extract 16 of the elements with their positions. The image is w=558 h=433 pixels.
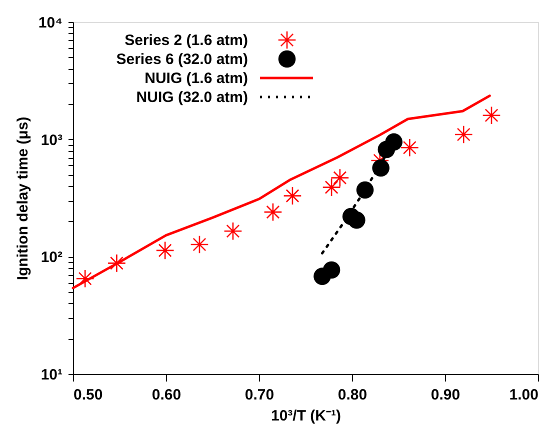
y-tick-label: 10²: [40, 249, 62, 266]
legend-label: NUIG (1.6 atm): [144, 70, 248, 87]
x-tick-label: 0.70: [244, 386, 274, 404]
y-tick-label: 10¹: [40, 366, 62, 384]
x-tick-label: 0.50: [74, 386, 103, 404]
y-tick-label: 10⁴: [38, 14, 62, 32]
x-tick-label: 1.00: [509, 386, 538, 404]
x-tick-label: 0.60: [152, 386, 182, 404]
legend-label: Series 2 (1.6 atm): [124, 32, 248, 49]
x-tick-label: 0.80: [338, 386, 368, 404]
legend-label: Series 6 (32.0 atm): [116, 51, 248, 68]
x-axis-title: 10³/T (K⁻¹): [271, 408, 341, 424]
x-tick-label: 0.90: [430, 386, 460, 404]
y-tick-label: 10³: [40, 132, 62, 149]
y-axis-title: Ignition delay time (μs): [14, 116, 32, 280]
legend-label: NUIG (32.0 atm): [136, 89, 248, 106]
